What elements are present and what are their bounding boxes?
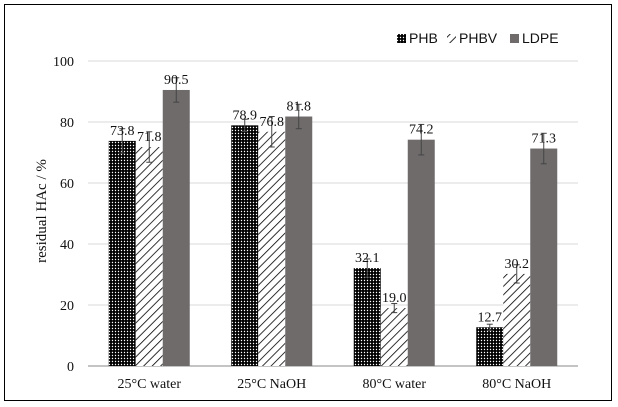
error-bar-LDPE-3 [540, 132, 547, 165]
data-label-PHB-1: 78.9 [233, 108, 258, 123]
bar-PHB-3 [476, 327, 504, 366]
legend-swatch-PHBV [447, 34, 456, 43]
y-tick-label-100: 100 [53, 55, 74, 70]
y-tick-label-20: 20 [60, 299, 74, 314]
legend-swatch-PHB [397, 34, 406, 43]
error-bars [119, 77, 547, 331]
legend-label-PHB: PHB [409, 30, 438, 46]
y-tick-label-60: 60 [60, 177, 74, 192]
legend-swatch-LDPE [510, 34, 519, 43]
error-bar-LDPE-1 [295, 103, 302, 130]
legend-label-PHBV: PHBV [459, 30, 498, 46]
error-bar-LDPE-2 [418, 123, 425, 156]
data-label-LDPE-1: 81.8 [287, 100, 312, 115]
data-label-LDPE-0: 90.5 [164, 73, 189, 88]
category-labels: 25°C water 25°C NaOH 80°C water 80°C NaOH [117, 377, 551, 392]
category-label-0: 25°C water [117, 377, 181, 392]
error-bar-LDPE-0 [173, 77, 180, 103]
bar-LDPE-0 [162, 89, 190, 366]
bars [108, 89, 558, 366]
bar-PHB-2 [353, 268, 381, 366]
bar-LDPE-1 [285, 116, 313, 366]
data-label-PHBV-0: 71.8 [137, 130, 162, 145]
y-tick-label-40: 40 [60, 238, 74, 253]
data-label-PHBV-1: 76.8 [260, 115, 285, 130]
y-tick-label-80: 80 [60, 116, 74, 131]
error-bar-PHBV-2 [391, 302, 398, 314]
category-label-2: 80°C water [362, 377, 426, 392]
y-tick-label-0: 0 [67, 360, 74, 375]
error-bar-PHB-0 [119, 128, 126, 154]
legend-label-LDPE: LDPE [522, 30, 559, 46]
error-bar-PHBV-0 [146, 131, 153, 163]
y-tick-labels: 0 20 40 60 80 100 [53, 55, 74, 375]
bar-PHB-1 [231, 125, 259, 366]
bar-LDPE-2 [407, 139, 435, 366]
error-bar-PHB-1 [241, 118, 248, 132]
legend: PHB PHBV LDPE [397, 30, 559, 46]
data-label-PHBV-2: 19.0 [382, 291, 407, 306]
y-axis-label: residual HAc / % [34, 159, 50, 263]
error-bar-PHBV-3 [513, 264, 520, 284]
data-label-LDPE-2: 74.2 [409, 123, 434, 138]
error-bar-PHB-2 [364, 258, 371, 278]
data-label-LDPE-3: 71.3 [532, 132, 557, 147]
error-bar-PHBV-1 [268, 116, 275, 148]
bar-PHBV-3 [503, 273, 531, 366]
category-label-3: 80°C NaOH [482, 377, 551, 392]
bar-PHBV-1 [258, 131, 286, 366]
bar-LDPE-3 [530, 148, 558, 366]
data-label-PHB-2: 32.1 [355, 251, 380, 266]
category-label-1: 25°C NaOH [237, 377, 306, 392]
data-labels: 73.8 71.8 90.5 78.9 76.881.8 32.1 19.0 74.2 12.7… [110, 73, 556, 325]
data-label-PHB-3: 12.7 [478, 310, 503, 325]
data-label-PHBV-3: 30.2 [505, 257, 530, 272]
data-label-PHB-0: 73.8 [110, 124, 135, 139]
bar-PHBV-2 [380, 308, 408, 366]
bar-PHB-0 [108, 140, 136, 366]
bar-PHBV-0 [135, 147, 163, 366]
error-bar-PHB-3 [486, 323, 493, 331]
